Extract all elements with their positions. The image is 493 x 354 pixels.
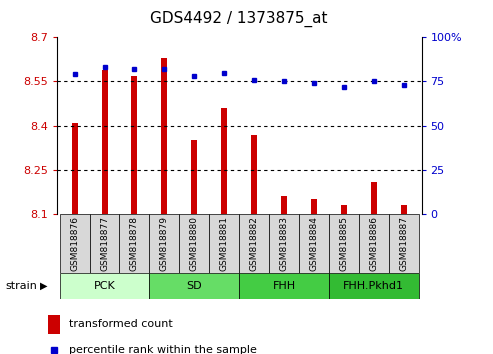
Text: PCK: PCK <box>94 281 115 291</box>
Bar <box>209 214 239 273</box>
Text: ▶: ▶ <box>40 281 48 291</box>
Bar <box>179 214 209 273</box>
Text: strain: strain <box>5 281 37 291</box>
Text: GSM818879: GSM818879 <box>160 216 169 271</box>
Bar <box>341 205 347 214</box>
Text: SD: SD <box>186 281 202 291</box>
Bar <box>221 108 227 214</box>
Bar <box>119 214 149 273</box>
Bar <box>329 214 359 273</box>
Text: transformed count: transformed count <box>69 319 173 330</box>
Text: GDS4492 / 1373875_at: GDS4492 / 1373875_at <box>150 11 328 27</box>
Bar <box>60 273 149 299</box>
Bar <box>281 196 287 214</box>
Bar <box>48 315 60 334</box>
Bar <box>132 75 138 214</box>
Bar <box>388 214 419 273</box>
Text: GSM818883: GSM818883 <box>280 216 288 271</box>
Bar <box>269 214 299 273</box>
Bar <box>329 273 419 299</box>
Bar <box>251 135 257 214</box>
Text: GSM818886: GSM818886 <box>369 216 378 271</box>
Bar <box>239 273 329 299</box>
Bar <box>149 214 179 273</box>
Bar <box>90 214 119 273</box>
Text: GSM818876: GSM818876 <box>70 216 79 271</box>
Bar <box>191 141 197 214</box>
Bar <box>401 205 407 214</box>
Bar <box>149 273 239 299</box>
Bar <box>359 214 388 273</box>
Bar <box>239 214 269 273</box>
Bar <box>161 58 167 214</box>
Bar <box>311 199 317 214</box>
Bar <box>371 182 377 214</box>
Bar <box>102 70 107 214</box>
Text: GSM818885: GSM818885 <box>339 216 348 271</box>
Text: GSM818881: GSM818881 <box>220 216 229 271</box>
Text: GSM818884: GSM818884 <box>310 216 318 271</box>
Text: GSM818887: GSM818887 <box>399 216 408 271</box>
Bar <box>71 123 77 214</box>
Text: percentile rank within the sample: percentile rank within the sample <box>69 345 257 354</box>
Text: GSM818882: GSM818882 <box>249 216 258 271</box>
Text: GSM818878: GSM818878 <box>130 216 139 271</box>
Text: FHH.Pkhd1: FHH.Pkhd1 <box>343 281 404 291</box>
Text: GSM818880: GSM818880 <box>190 216 199 271</box>
Text: GSM818877: GSM818877 <box>100 216 109 271</box>
Bar <box>60 214 90 273</box>
Bar <box>299 214 329 273</box>
Text: FHH: FHH <box>273 281 295 291</box>
